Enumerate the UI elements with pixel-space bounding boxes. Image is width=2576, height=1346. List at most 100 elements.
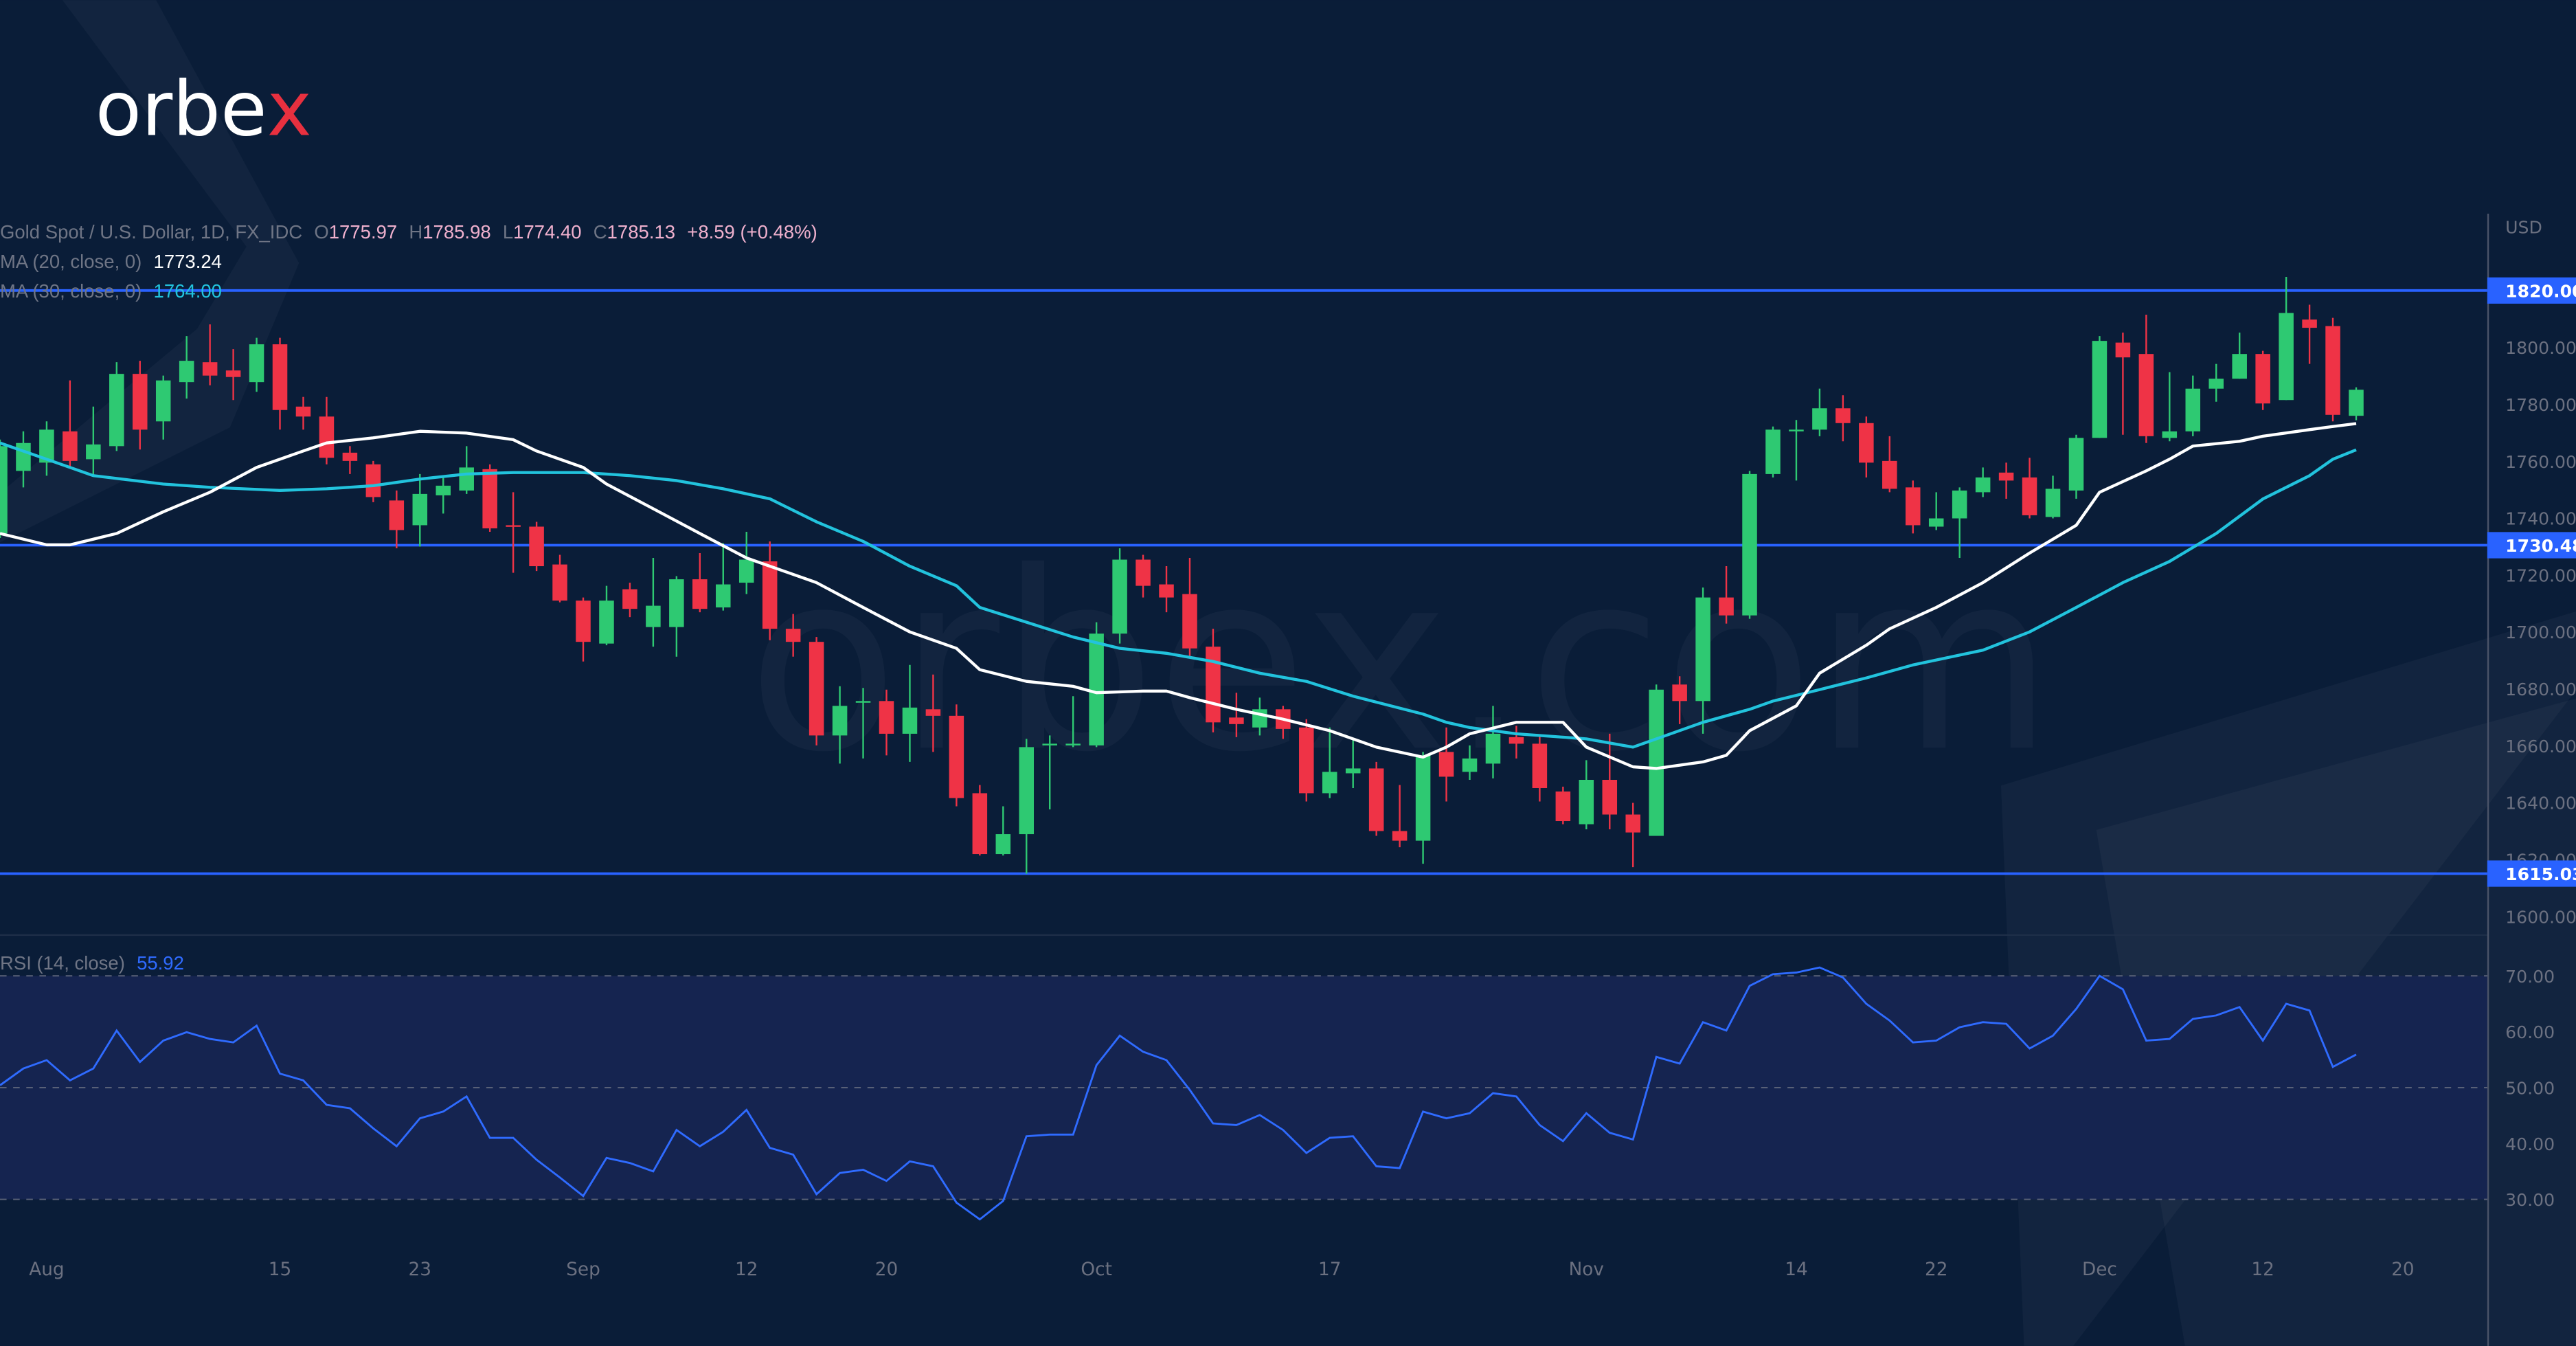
candle[interactable] xyxy=(1415,752,1431,864)
candle[interactable] xyxy=(855,688,871,759)
candle[interactable] xyxy=(2162,372,2178,442)
candle[interactable] xyxy=(692,552,708,613)
candle[interactable] xyxy=(2138,315,2154,443)
candle[interactable] xyxy=(669,576,684,657)
candle[interactable] xyxy=(482,464,497,532)
candle[interactable] xyxy=(2349,387,2364,420)
candle[interactable] xyxy=(925,674,941,752)
candle[interactable] xyxy=(1649,684,1664,836)
candle[interactable] xyxy=(319,396,335,464)
candle[interactable] xyxy=(1952,487,1967,559)
candle[interactable] xyxy=(1019,739,1035,874)
candle[interactable] xyxy=(342,446,358,474)
candle[interactable] xyxy=(809,637,824,745)
candle[interactable] xyxy=(2279,276,2294,401)
candle[interactable] xyxy=(506,492,521,573)
candle[interactable] xyxy=(1042,735,1057,810)
candle[interactable] xyxy=(179,336,194,399)
candle[interactable] xyxy=(1299,719,1314,802)
candle[interactable] xyxy=(109,362,124,451)
candle[interactable] xyxy=(249,337,264,392)
candle[interactable] xyxy=(1392,785,1408,848)
candle[interactable] xyxy=(2325,317,2340,422)
candle[interactable] xyxy=(599,585,614,646)
candle[interactable] xyxy=(2045,475,2061,519)
candle[interactable] xyxy=(1112,548,1127,644)
candle[interactable] xyxy=(1765,426,1781,478)
price-axis[interactable]: 1600.001620.001640.001660.001680.001700.… xyxy=(2487,277,2576,928)
candle[interactable] xyxy=(1368,761,1384,836)
candle[interactable] xyxy=(762,541,778,640)
price-pane[interactable] xyxy=(0,276,2487,875)
candle[interactable] xyxy=(1438,727,1454,802)
candle[interactable] xyxy=(389,490,405,548)
candle[interactable] xyxy=(39,421,54,476)
candle[interactable] xyxy=(2185,375,2201,436)
candle[interactable] xyxy=(1672,676,1687,724)
time-axis[interactable]: Aug 15 23 Sep 12 20 Oct 17 Nov 14 22 Dec 12 20 xyxy=(29,1259,2414,1280)
candle[interactable] xyxy=(0,439,8,539)
candle[interactable] xyxy=(295,396,311,430)
candle[interactable] xyxy=(2115,333,2131,435)
candle[interactable] xyxy=(133,361,148,450)
candle[interactable] xyxy=(2302,304,2317,364)
candle[interactable] xyxy=(272,337,288,430)
candle[interactable] xyxy=(646,558,661,647)
candle[interactable] xyxy=(785,614,801,657)
candle[interactable] xyxy=(1882,436,1897,493)
candle[interactable] xyxy=(1065,696,1081,748)
candle[interactable] xyxy=(576,597,591,662)
candle[interactable] xyxy=(949,704,964,807)
candle[interactable] xyxy=(1625,803,1640,868)
candle[interactable] xyxy=(1555,786,1571,825)
candle[interactable] xyxy=(2208,363,2224,402)
candle[interactable] xyxy=(2092,336,2108,438)
candle[interactable] xyxy=(86,406,101,476)
candle[interactable] xyxy=(225,349,241,401)
candle[interactable] xyxy=(2232,333,2247,379)
candle[interactable] xyxy=(1695,587,1710,734)
candle[interactable] xyxy=(1532,735,1548,802)
candle[interactable] xyxy=(1742,471,1757,619)
candle[interactable] xyxy=(995,806,1011,856)
candle[interactable] xyxy=(879,689,894,756)
candle[interactable] xyxy=(832,686,848,764)
candle[interactable] xyxy=(412,473,428,547)
candle[interactable] xyxy=(1159,566,1174,613)
candle[interactable] xyxy=(622,583,637,618)
candle[interactable] xyxy=(1602,733,1618,830)
candle[interactable] xyxy=(1789,420,1804,481)
rsi-pane[interactable] xyxy=(0,966,2487,1221)
ma30-legend[interactable]: MA (30, close, 0) 1764.00 xyxy=(0,280,222,302)
candle[interactable] xyxy=(436,477,451,514)
candle[interactable] xyxy=(972,785,988,856)
candle[interactable] xyxy=(1462,745,1478,780)
candle[interactable] xyxy=(552,554,567,603)
candle[interactable] xyxy=(738,531,754,594)
candle[interactable] xyxy=(1812,388,1827,436)
ma20-legend[interactable]: MA (20, close, 0) 1773.24 xyxy=(0,251,222,272)
candle[interactable] xyxy=(365,460,381,502)
candle[interactable] xyxy=(529,521,544,572)
candle[interactable] xyxy=(1345,739,1361,788)
candle[interactable] xyxy=(902,664,918,762)
rsi-legend[interactable]: RSI (14, close) 55.92 xyxy=(0,952,184,974)
candle[interactable] xyxy=(1322,727,1337,798)
candle[interactable] xyxy=(1975,467,1991,497)
candle[interactable] xyxy=(2068,434,2084,499)
candle[interactable] xyxy=(1485,706,1501,778)
rsi-axis[interactable]: 70.00 60.00 50.00 40.00 30.00 xyxy=(2505,967,2555,1210)
candle[interactable] xyxy=(1509,726,1524,759)
candle[interactable] xyxy=(2255,350,2270,410)
candle[interactable] xyxy=(716,543,731,611)
candle[interactable] xyxy=(1998,462,2014,499)
candle[interactable] xyxy=(2022,458,2037,519)
candle[interactable] xyxy=(1136,554,1151,598)
candle[interactable] xyxy=(1579,760,1594,830)
candle[interactable] xyxy=(1859,416,1874,478)
candle[interactable] xyxy=(1182,558,1197,657)
candle[interactable] xyxy=(202,324,218,385)
candle[interactable] xyxy=(1928,492,1944,530)
candle[interactable] xyxy=(1229,693,1244,737)
